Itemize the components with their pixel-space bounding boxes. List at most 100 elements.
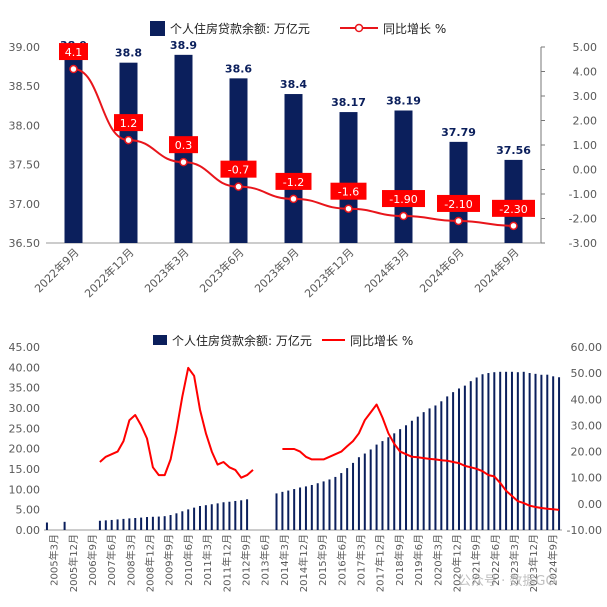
bar [140, 517, 143, 530]
bar [528, 373, 531, 530]
left-axis-tick: 39.00 [9, 41, 41, 54]
top-combo-chart: 个人住房贷款余额: 万亿元 同比增长 % 36.50 37.00 37.50 38.00 3… [9, 21, 598, 300]
x-axis-label: 2007年6月 [105, 534, 118, 586]
right-axis-tick: -3.00 [569, 237, 597, 250]
bar [394, 110, 413, 243]
growth-label-bg [275, 172, 312, 190]
bar [228, 501, 231, 530]
bar [287, 490, 290, 530]
left-axis-tick: 38.00 [9, 119, 41, 132]
x-axis-label: 2023年12月 [301, 245, 356, 300]
bar [475, 377, 478, 530]
bar-value-label: 38.17 [331, 96, 366, 109]
bar [119, 62, 138, 244]
bar [428, 408, 431, 530]
x-axis-label: 2006年9月 [86, 534, 99, 586]
x-axis-label: 2015年9月 [316, 534, 329, 586]
growth-value-label: -1.6 [338, 186, 359, 199]
bar [352, 462, 355, 530]
bar [493, 372, 496, 530]
bar [299, 487, 302, 530]
left-axis-tick: 25.00 [9, 422, 41, 435]
x-axis-label: 2014年12月 [297, 534, 310, 592]
growth-label-bg [330, 182, 367, 200]
bar [499, 371, 502, 530]
bar [110, 519, 113, 530]
x-axis-label: 2011年3月 [201, 534, 214, 586]
right-axis-tick: 40.00 [571, 393, 603, 406]
bar [505, 371, 508, 530]
x-axis-label: 2022年12月 [81, 245, 136, 300]
x-axis-label: 2024年3月 [361, 245, 411, 295]
bar-value-label: 37.56 [496, 144, 531, 157]
bottom-combo-chart: 个人住房贷款余额: 万亿元 同比增长 % 0.00 5.00 10.00 15.00 20.… [9, 333, 603, 592]
bar [463, 385, 466, 530]
bar [63, 521, 66, 530]
x-axis-label: 2010年6月 [182, 534, 195, 586]
growth-label-bg [59, 43, 88, 61]
x-axis-label: 2005年3月 [48, 534, 61, 586]
x-axis-label: 2020年12月 [450, 534, 463, 592]
growth-point [344, 204, 353, 213]
x-axis-label: 2011年12月 [220, 534, 233, 592]
bar [104, 520, 107, 530]
bar [469, 381, 472, 530]
left-axis-tick: 37.00 [9, 198, 41, 211]
growth-point [179, 157, 188, 167]
growth-label-bg [169, 136, 198, 154]
x-axis-label: 2013年6月 [259, 534, 272, 586]
bar-value-label: 38.6 [225, 62, 252, 75]
bar [487, 373, 490, 530]
bar [284, 94, 303, 243]
x-axis-label: 2016年6月 [335, 534, 348, 586]
bar [546, 374, 549, 530]
bar [98, 520, 101, 530]
bar [193, 507, 196, 530]
right-axis-tick: 20.00 [571, 446, 603, 459]
bar [163, 516, 166, 530]
bar [334, 476, 337, 530]
growth-value-label: 4.1 [65, 46, 83, 59]
x-axis-label: 2023年12月 [527, 534, 540, 592]
bar [240, 500, 243, 530]
bar [281, 491, 284, 530]
left-axis-tick: 37.50 [9, 159, 41, 172]
bar [310, 484, 313, 530]
right-axis-tick: 60.00 [571, 341, 603, 354]
x-axis-label: 2018年9月 [393, 534, 406, 586]
legend-bar-label: 个人住房贷款余额: 万亿元 [172, 333, 312, 348]
bar [64, 54, 83, 244]
bar [322, 481, 325, 530]
growth-point [289, 194, 298, 204]
bar-value-label: 38.19 [386, 95, 421, 108]
right-axis-tick: 2.00 [573, 115, 598, 128]
x-axis-label: 2008年12月 [144, 534, 157, 592]
growth-point [399, 211, 408, 221]
growth-point [234, 182, 243, 191]
left-axis-tick: 5.00 [16, 504, 41, 517]
legend-line-label: 同比增长 % [350, 334, 413, 348]
left-axis-tick: 38.50 [9, 80, 41, 93]
bar [157, 516, 160, 530]
right-axis-tick: 0.00 [573, 164, 598, 177]
legend-bar-swatch [150, 21, 165, 36]
growth-value-label: -1.2 [283, 176, 304, 189]
growth-point [454, 216, 463, 226]
bar [410, 420, 413, 530]
growth-label-bg [437, 194, 480, 212]
legend-line-label: 同比增长 % [383, 22, 446, 36]
legend-bar-label: 个人住房贷款余额: 万亿元 [170, 21, 310, 36]
growth-value-label: 0.3 [175, 139, 193, 152]
legend-line-marker [354, 23, 364, 33]
bar [422, 412, 425, 530]
bar [169, 515, 172, 530]
right-axis-tick: 5.00 [573, 41, 598, 54]
bar [339, 112, 358, 244]
x-axis-label: 2024年9月 [471, 245, 521, 295]
x-axis-label: 2005年12月 [67, 534, 80, 592]
growth-value-label: -2.30 [499, 203, 527, 216]
left-axis-tick: 20.00 [9, 443, 41, 456]
bar [534, 373, 537, 530]
bar [357, 457, 360, 530]
bar [516, 372, 519, 530]
